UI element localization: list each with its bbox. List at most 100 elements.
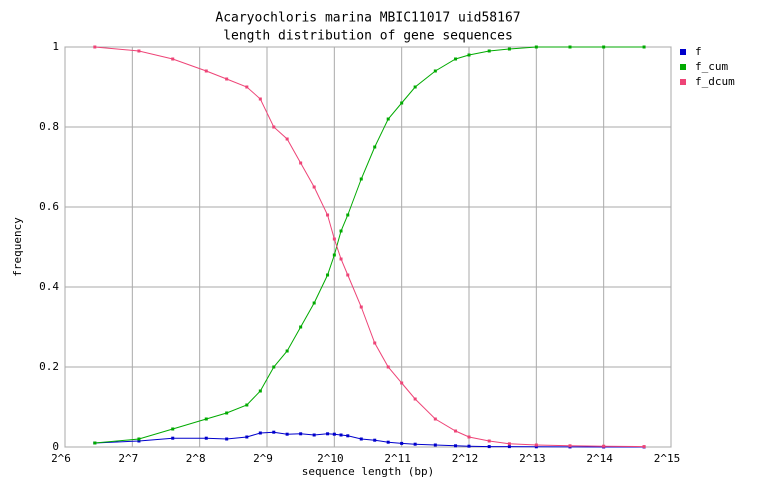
point xyxy=(373,145,377,149)
y-tick-label: 0.2 xyxy=(39,360,59,373)
point xyxy=(204,69,208,73)
point xyxy=(568,444,572,448)
point xyxy=(433,69,437,73)
point xyxy=(258,97,262,101)
legend-marker xyxy=(680,79,686,85)
point xyxy=(299,325,303,329)
x-tick-label: 2^10 xyxy=(317,452,344,465)
point xyxy=(413,85,417,89)
y-tick-label: 1 xyxy=(52,40,59,53)
legend-marker xyxy=(680,49,686,55)
x-tick-label: 2^6 xyxy=(51,452,71,465)
y-tick-label: 0.6 xyxy=(39,200,59,213)
point xyxy=(433,443,437,447)
point xyxy=(137,437,141,441)
point xyxy=(346,434,350,438)
point xyxy=(359,305,363,309)
point xyxy=(171,427,175,431)
point xyxy=(225,437,229,441)
point xyxy=(272,125,276,129)
point xyxy=(359,177,363,181)
point xyxy=(339,257,343,261)
point xyxy=(487,445,491,449)
point xyxy=(171,436,175,440)
x-tick-label: 2^15 xyxy=(654,452,681,465)
point xyxy=(467,444,471,448)
point xyxy=(137,439,141,443)
point xyxy=(400,441,404,445)
point xyxy=(258,431,262,435)
point xyxy=(346,273,350,277)
point xyxy=(534,445,538,449)
point xyxy=(373,341,377,345)
point xyxy=(299,161,303,165)
point xyxy=(299,432,303,436)
point xyxy=(454,429,458,433)
y-tick-label: 0.4 xyxy=(39,280,59,293)
point xyxy=(433,417,437,421)
x-tick-label: 2^12 xyxy=(452,452,479,465)
point xyxy=(413,397,417,401)
point xyxy=(642,45,646,49)
point xyxy=(312,185,316,189)
x-axis-label: sequence length (bp) xyxy=(302,465,434,478)
point xyxy=(534,45,538,49)
point xyxy=(642,445,646,449)
point xyxy=(312,301,316,305)
point xyxy=(454,57,458,61)
point xyxy=(332,432,336,436)
point xyxy=(332,237,336,241)
point xyxy=(359,437,363,441)
point xyxy=(467,435,471,439)
point xyxy=(602,45,606,49)
point xyxy=(171,57,175,61)
point xyxy=(332,253,336,257)
point xyxy=(467,53,471,57)
y-tick-label: 0.8 xyxy=(39,120,59,133)
point xyxy=(386,365,390,369)
point xyxy=(534,443,538,447)
point xyxy=(602,444,606,448)
x-tick-label: 2^14 xyxy=(586,452,613,465)
point xyxy=(245,85,249,89)
chart-subtitle: length distribution of gene sequences xyxy=(223,29,513,44)
point xyxy=(373,438,377,442)
point xyxy=(285,432,289,436)
y-tick-label: 0 xyxy=(52,440,59,453)
legend-label: f xyxy=(695,45,702,58)
point xyxy=(204,417,208,421)
point xyxy=(245,435,249,439)
point xyxy=(312,433,316,437)
point xyxy=(326,273,330,277)
point xyxy=(285,349,289,353)
legend-label: f_dcum xyxy=(695,75,735,88)
point xyxy=(258,389,262,393)
point xyxy=(413,442,417,446)
point xyxy=(225,411,229,415)
y-axis-label: frequency xyxy=(11,217,24,277)
point xyxy=(225,77,229,81)
legend-marker xyxy=(680,64,686,70)
point xyxy=(285,137,289,141)
point xyxy=(386,117,390,121)
point xyxy=(326,213,330,217)
point xyxy=(272,430,276,434)
point xyxy=(204,436,208,440)
legend-label: f_cum xyxy=(695,60,728,73)
point xyxy=(339,229,343,233)
point xyxy=(339,433,343,437)
point xyxy=(346,213,350,217)
x-tick-label: 2^8 xyxy=(186,452,206,465)
point xyxy=(507,47,511,51)
chart-title: Acaryochloris marina MBIC11017 uid58167 xyxy=(215,11,520,26)
point xyxy=(326,432,330,436)
point xyxy=(400,381,404,385)
point xyxy=(454,444,458,448)
point xyxy=(487,439,491,443)
point xyxy=(137,49,141,53)
point xyxy=(400,101,404,105)
point xyxy=(386,440,390,444)
x-tick-label: 2^7 xyxy=(118,452,138,465)
